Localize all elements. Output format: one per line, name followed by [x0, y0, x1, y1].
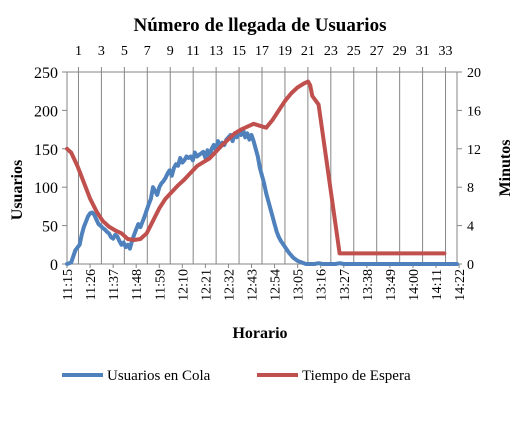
top-axis-tick-label: 31: [416, 44, 430, 59]
top-axis-tick-label: 19: [278, 44, 292, 59]
left-axis-tick-label: 100: [34, 180, 58, 197]
bottom-axis-tick-label: 13:27: [338, 269, 353, 301]
left-axis-tick-label: 50: [42, 219, 58, 236]
legend-label-queue: Usuarios en Cola: [107, 368, 211, 384]
bottom-axis-tick-label: 14:00: [407, 269, 422, 301]
legend-label-wait: Tiempo de Espera: [302, 368, 411, 384]
bottom-axis-tick-label: 14:22: [453, 269, 468, 301]
bottom-axis-tick-label: 11:48: [130, 269, 145, 300]
top-axis-tick-label: 17: [255, 44, 269, 59]
bottom-axis-tick-label: 13:05: [292, 269, 307, 301]
bottom-axis-tick-label: 13:38: [361, 269, 376, 301]
bottom-axis-tick-label: 11:15: [61, 269, 76, 300]
top-axis-tick-label: 3: [98, 44, 105, 59]
bottom-axis-tick-label: 12:43: [246, 269, 261, 301]
bottom-axis-tick-label: 12:10: [176, 269, 191, 301]
bottom-axis-tick-label: 12:21: [199, 269, 214, 301]
right-axis-tick-label: 20: [467, 66, 481, 81]
y-right-axis-title: Minutos: [497, 140, 514, 197]
left-axis-tick-label: 250: [34, 65, 58, 82]
top-axis-tick-label: 33: [439, 44, 453, 59]
top-axis-tick-label: 25: [347, 44, 361, 59]
top-axis-tick-label: 27: [370, 44, 384, 59]
bottom-axis-tick-label: 11:26: [84, 269, 99, 300]
top-axis-tick-label: 5: [121, 44, 128, 59]
legend: Usuarios en Cola Tiempo de Espera: [62, 368, 411, 384]
bottom-axis-tick-label: 13:16: [315, 269, 330, 301]
bottom-axis-tick-label: 13:49: [384, 269, 399, 301]
top-axis-tick-label: 15: [232, 44, 246, 59]
right-axis-tick-label: 0: [467, 258, 474, 273]
bottom-axis-tick-label: 11:59: [153, 269, 168, 300]
left-axis-tick-label: 0: [50, 257, 58, 274]
top-axis-tick-label: 9: [167, 44, 174, 59]
right-axis-tick-label: 8: [467, 181, 474, 196]
axis-ticks: [62, 67, 462, 268]
series-line-queue: [65, 127, 459, 266]
top-axis-tick-label: 7: [144, 44, 151, 59]
top-axis-tick-label: 1: [75, 44, 82, 59]
series-lines: [65, 79, 459, 266]
chart-title: Número de llegada de Usuarios: [134, 15, 387, 36]
top-axis-tick-label: 11: [186, 44, 199, 59]
x-axis-title: Horario: [232, 325, 287, 342]
right-axis-tick-label: 12: [467, 143, 481, 158]
left-axis-tick-label: 200: [34, 103, 58, 120]
top-axis-tick-label: 23: [324, 44, 338, 59]
y-left-axis-title: Usuarios: [9, 160, 26, 220]
right-axis-tick-label: 4: [467, 220, 474, 235]
top-axis-tick-label: 21: [301, 44, 315, 59]
tick-labels: 1 3 5 7 9 11 13 15 17 19 21 23 25 27 29 31 3305010015020…: [34, 44, 481, 301]
bottom-axis-tick-label: 12:54: [269, 269, 284, 301]
series-line-wait: [65, 79, 447, 256]
top-axis-tick-label: 29: [393, 44, 407, 59]
bottom-axis-tick-label: 14:11: [430, 269, 445, 300]
bottom-axis-tick-label: 11:37: [107, 269, 122, 300]
right-axis-tick-label: 16: [467, 104, 481, 119]
bottom-axis-tick-label: 12:32: [222, 269, 237, 301]
left-axis-tick-label: 150: [34, 142, 58, 159]
top-axis-tick-label: 13: [209, 44, 223, 59]
